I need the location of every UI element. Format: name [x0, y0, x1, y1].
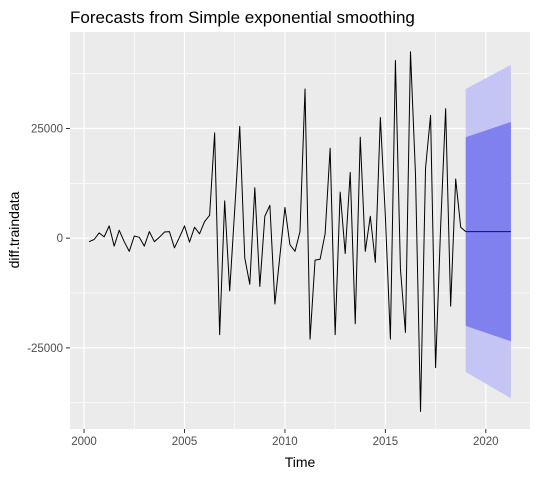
y-axis-ticks: -25000 0 25000: [27, 124, 70, 355]
major-gridlines: [70, 32, 530, 429]
observed-series-line: [88, 51, 467, 412]
y-axis-title: diff.traindata: [6, 191, 22, 268]
x-tick-label: 2015: [373, 436, 399, 448]
x-axis-ticks: 2000 2005 2010 2015 2020: [71, 429, 499, 448]
y-tick-label: 25000: [31, 124, 63, 136]
chart-title: Forecasts from Simple exponential smooth…: [70, 8, 415, 27]
series-lines: [88, 51, 511, 412]
y-tick-label: -25000: [27, 343, 63, 355]
x-tick-label: 2000: [71, 436, 97, 448]
y-tick-label: 0: [57, 233, 63, 245]
x-tick-label: 2020: [473, 436, 499, 448]
minor-gridlines: [70, 32, 530, 429]
x-tick-label: 2010: [272, 436, 298, 448]
x-tick-label: 2005: [172, 436, 198, 448]
x-axis-title: Time: [285, 454, 316, 470]
